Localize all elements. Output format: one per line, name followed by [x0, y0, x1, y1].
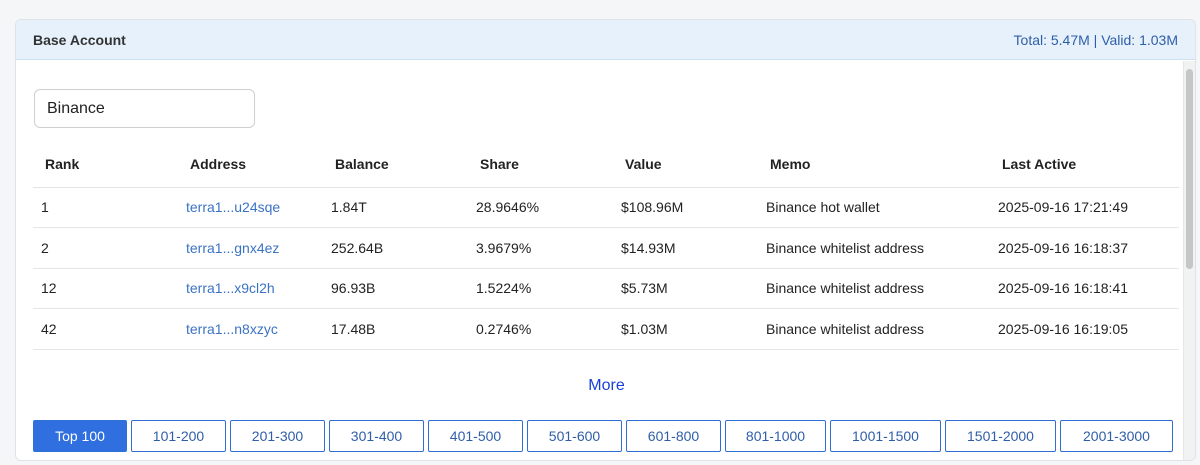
- table-header-row: Rank Address Balance Share Value Memo La…: [33, 141, 1179, 188]
- value-cell: $108.96M: [613, 187, 758, 228]
- page-button-401-500[interactable]: 401-500: [428, 420, 523, 452]
- page-button-2001-3000[interactable]: 2001-3000: [1060, 420, 1173, 452]
- balance-cell: 17.48B: [323, 308, 468, 350]
- base-account-card: Base Account Total: 5.47M | Valid: 1.03M…: [15, 19, 1196, 461]
- table-row: 12 terra1...x9cl2h 96.93B 1.5224% $5.73M…: [33, 268, 1179, 309]
- address-link[interactable]: terra1...gnx4ez: [178, 227, 323, 269]
- value-cell: $14.93M: [613, 227, 758, 269]
- rank-range-pager: Top 100 101-200 201-300 301-400 401-500 …: [33, 420, 1173, 452]
- address-link[interactable]: terra1...x9cl2h: [178, 268, 323, 309]
- table-row: 2 terra1...gnx4ez 252.64B 3.9679% $14.93…: [33, 227, 1179, 269]
- last-active-cell: 2025-09-16 16:19:05: [990, 308, 1179, 350]
- memo-cell: Binance whitelist address: [758, 308, 990, 350]
- holders-table: Rank Address Balance Share Value Memo La…: [33, 141, 1179, 350]
- balance-cell: 96.93B: [323, 268, 468, 309]
- scrollbar-thumb[interactable]: [1186, 69, 1193, 269]
- card-title: Base Account: [33, 31, 126, 48]
- address-link[interactable]: terra1...u24sqe: [178, 187, 323, 228]
- share-cell: 1.5224%: [468, 268, 613, 309]
- column-header-value: Value: [613, 141, 758, 188]
- column-header-balance: Balance: [323, 141, 468, 188]
- page-button-1501-2000[interactable]: 1501-2000: [945, 420, 1056, 452]
- page-button-801-1000[interactable]: 801-1000: [725, 420, 826, 452]
- page-button-top-100[interactable]: Top 100: [33, 420, 127, 452]
- column-header-rank: Rank: [33, 141, 178, 188]
- value-cell: $5.73M: [613, 268, 758, 309]
- last-active-cell: 2025-09-16 17:21:49: [990, 187, 1179, 228]
- share-cell: 3.9679%: [468, 227, 613, 269]
- last-active-cell: 2025-09-16 16:18:37: [990, 227, 1179, 269]
- page-button-501-600[interactable]: 501-600: [527, 420, 622, 452]
- column-header-last-active: Last Active: [990, 141, 1179, 188]
- table-row: 42 terra1...n8xzyc 17.48B 0.2746% $1.03M…: [33, 308, 1179, 350]
- table-row: 1 terra1...u24sqe 1.84T 28.9646% $108.96…: [33, 187, 1179, 228]
- account-summary: Total: 5.47M | Valid: 1.03M: [1013, 31, 1178, 48]
- share-cell: 28.9646%: [468, 187, 613, 228]
- card-header: Base Account Total: 5.47M | Valid: 1.03M: [16, 20, 1195, 60]
- memo-cell: Binance whitelist address: [758, 268, 990, 309]
- balance-cell: 252.64B: [323, 227, 468, 269]
- column-header-memo: Memo: [758, 141, 990, 188]
- vertical-scrollbar[interactable]: [1183, 61, 1195, 460]
- column-header-share: Share: [468, 141, 613, 188]
- memo-cell: Binance hot wallet: [758, 187, 990, 228]
- balance-cell: 1.84T: [323, 187, 468, 228]
- page-button-1001-1500[interactable]: 1001-1500: [830, 420, 941, 452]
- page-button-301-400[interactable]: 301-400: [329, 420, 424, 452]
- page-button-601-800[interactable]: 601-800: [626, 420, 721, 452]
- more-link[interactable]: More: [588, 377, 625, 394]
- rank-cell: 1: [33, 187, 178, 228]
- column-header-address: Address: [178, 141, 323, 188]
- address-link[interactable]: terra1...n8xzyc: [178, 308, 323, 350]
- memo-cell: Binance whitelist address: [758, 227, 990, 269]
- share-cell: 0.2746%: [468, 308, 613, 350]
- rank-cell: 2: [33, 227, 178, 269]
- page-button-201-300[interactable]: 201-300: [230, 420, 325, 452]
- rank-cell: 12: [33, 268, 178, 309]
- page-button-101-200[interactable]: 101-200: [131, 420, 226, 452]
- search-input[interactable]: [34, 89, 255, 128]
- value-cell: $1.03M: [613, 308, 758, 350]
- last-active-cell: 2025-09-16 16:18:41: [990, 268, 1179, 309]
- rank-cell: 42: [33, 308, 178, 350]
